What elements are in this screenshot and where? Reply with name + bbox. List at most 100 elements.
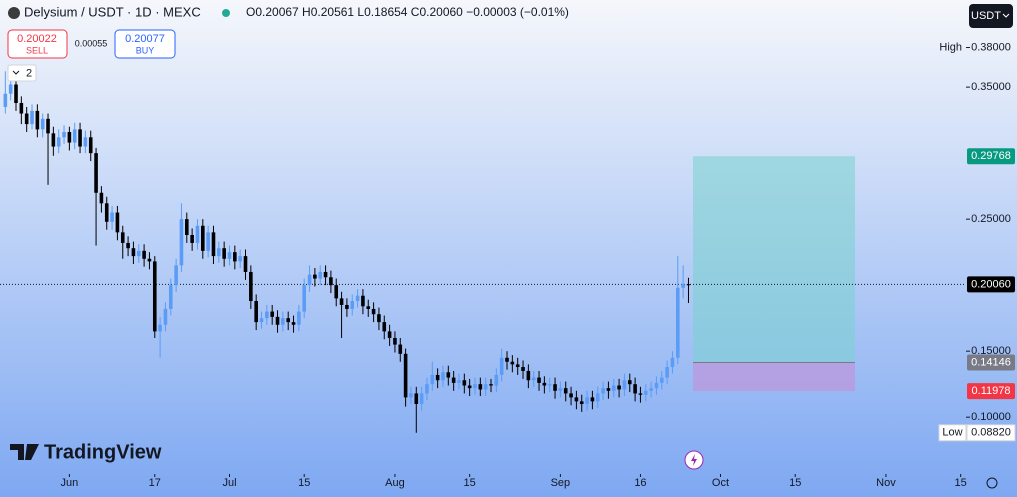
candle-body (62, 132, 66, 138)
candle-body (505, 357, 509, 362)
target-zone (693, 156, 855, 363)
candle-body (120, 232, 125, 243)
candle-body (579, 401, 584, 404)
candle-body (206, 232, 210, 251)
x-tick-label: Jul (222, 477, 236, 489)
candle-body (99, 192, 104, 204)
candle-body (3, 93, 8, 107)
candle-body (126, 242, 130, 249)
stop-marker (967, 383, 1015, 400)
candle-body (441, 372, 445, 381)
candle-body (553, 384, 557, 391)
candle-body (643, 390, 648, 395)
candle-body (8, 84, 13, 94)
candle-body (382, 322, 387, 332)
candle-body (94, 153, 98, 193)
currency-button[interactable] (969, 4, 1013, 28)
buy-price: 0.20077 (125, 33, 165, 45)
candle-body (350, 301, 355, 309)
low-box (938, 424, 967, 442)
candle-body (339, 298, 344, 305)
candle-body (414, 393, 419, 404)
sell-price: 0.20022 (17, 33, 57, 45)
x-tick-label: 15 (464, 477, 476, 489)
candle-body (355, 295, 360, 302)
candle-body (547, 384, 552, 386)
x-tick-label: 15 (298, 477, 310, 489)
candle-body (606, 388, 611, 391)
candle-body (409, 393, 413, 398)
candle-body (670, 357, 675, 368)
candle-body (163, 308, 168, 325)
candle-body (286, 318, 290, 323)
candle-body (676, 287, 680, 358)
candle-body (313, 274, 317, 279)
candle-body (531, 377, 536, 381)
candle-body (30, 110, 34, 125)
candle-body (51, 133, 56, 147)
candle-body (622, 380, 627, 390)
x-tick-label: Sep (551, 477, 571, 489)
candle-body (435, 374, 440, 381)
candle-body (72, 129, 77, 143)
ohlc-legend: O0.20067 H0.20561 L0.18654 C0.20060 −0.0… (246, 5, 569, 19)
candle-body (104, 203, 109, 222)
candle-body (483, 384, 488, 390)
candle-body (110, 212, 114, 222)
last-price-marker (967, 276, 1015, 293)
y-tick-label: 0.35000 (971, 81, 1011, 93)
candle-body (494, 374, 499, 386)
plot-area (0, 47, 970, 477)
candle-body (371, 308, 376, 315)
candle-body (393, 337, 397, 345)
y-tick-label: 0.10000 (971, 411, 1011, 423)
candle-body (115, 212, 120, 233)
candle-body (211, 232, 216, 257)
x-tick-label: 17 (149, 477, 161, 489)
candle-body (291, 322, 296, 325)
candle-body (46, 118, 50, 134)
indicator-count: 2 (26, 67, 32, 79)
symbol-title[interactable]: Delysium / USDT · 1D · MEXC (24, 4, 201, 19)
stop-zone (693, 362, 855, 392)
candle-body (40, 118, 45, 130)
candle-body (270, 311, 274, 317)
x-tick-label: Nov (876, 477, 896, 489)
x-tick-label: Jun (61, 477, 79, 489)
entry-marker (967, 354, 1015, 371)
low-label: Low (942, 427, 962, 439)
candle-body (686, 284, 691, 286)
candle-body (403, 353, 408, 398)
candle-body (611, 385, 616, 391)
buy-button[interactable] (114, 29, 176, 59)
candle-body (366, 306, 371, 309)
last-price-marker-label: 0.20060 (971, 278, 1011, 290)
candle-body (537, 377, 541, 383)
y-tick-label: 0.38000 (971, 41, 1011, 53)
target-marker-label: 0.29768 (971, 150, 1011, 162)
candle-body (515, 364, 520, 368)
sell-button[interactable] (7, 29, 68, 59)
watermark: TradingView (44, 441, 162, 463)
x-tick-label: 16 (634, 477, 646, 489)
candle-body (35, 110, 40, 130)
settings-icon[interactable] (986, 477, 998, 489)
candle-body (334, 285, 339, 299)
spread: 0.00055 (75, 38, 108, 48)
candle-body (585, 397, 589, 404)
symbol-icon (8, 7, 20, 19)
candle-body (457, 380, 461, 383)
candle-body (307, 274, 312, 286)
candle-body (179, 219, 184, 266)
candle-body (654, 382, 659, 389)
indicator-toggle[interactable] (7, 64, 37, 82)
candle-body (462, 380, 467, 386)
candle-body (297, 311, 301, 325)
candle-body (147, 258, 152, 262)
candle-body (638, 393, 643, 395)
entry-marker-label: 0.14146 (971, 356, 1011, 368)
candle-body (617, 385, 621, 390)
candle-body (318, 271, 323, 279)
x-tick-label: 15 (789, 477, 801, 489)
